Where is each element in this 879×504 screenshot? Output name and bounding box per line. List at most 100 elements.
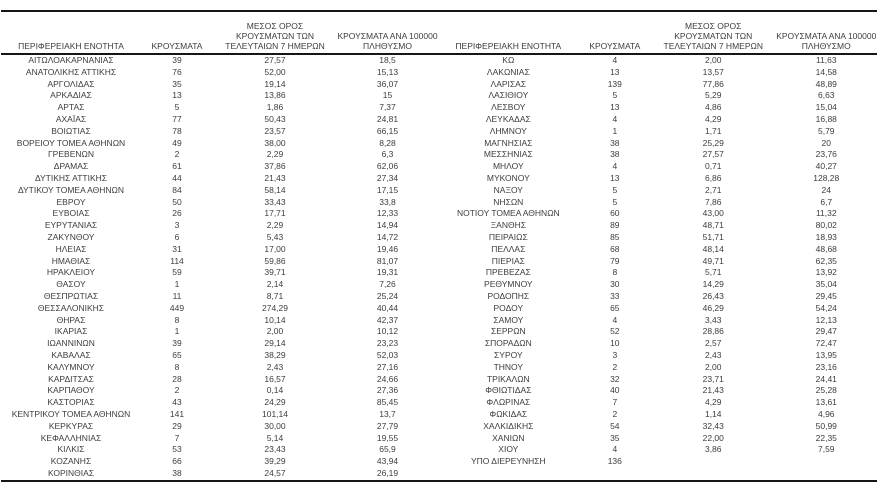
cases-cell: 60 bbox=[610, 208, 620, 219]
table-row: ΤΗΝΟΥ 2 2,00 23,16 bbox=[438, 362, 877, 374]
region-cell: ΔΥΤΙΚΗΣ ΑΤΤΙΚΗΣ bbox=[34, 172, 108, 183]
per100k-cell: 19,55 bbox=[376, 432, 399, 443]
region-cell: ΑΡΓΟΛΙΔΑΣ bbox=[47, 78, 95, 89]
table-row: ΣΥΡΟΥ 3 2,43 13,95 bbox=[438, 350, 877, 362]
avg7-cell: 28,86 bbox=[702, 326, 724, 337]
avg7-cell: 4,86 bbox=[704, 102, 722, 113]
avg7-cell: 3,43 bbox=[704, 314, 722, 325]
region-cell: ΙΚΑΡΙΑΣ bbox=[54, 326, 88, 337]
per100k-cell: 27,36 bbox=[376, 385, 399, 396]
table-row: ΚΩ 4 2,00 11,63 bbox=[438, 54, 877, 67]
per100k-cell: 43,94 bbox=[376, 456, 399, 467]
avg7-cell: 4,29 bbox=[704, 113, 722, 124]
cases-cell: 85 bbox=[610, 231, 620, 242]
region-cell: ΠΡΕΒΕΖΑΣ bbox=[485, 267, 531, 278]
region-cell: ΚΕΝΤΡΙΚΟΥ ΤΟΜΕΑ ΑΘΗΝΩΝ bbox=[11, 408, 131, 419]
table-row: ΚΟΖΑΝΗΣ 66 39,29 43,94 bbox=[1, 456, 438, 468]
table-row: ΛΕΣΒΟΥ 13 4,86 15,04 bbox=[438, 102, 877, 114]
table-row: ΠΕΙΡΑΙΩΣ 85 51,71 18,93 bbox=[438, 232, 877, 244]
per100k-cell: 26,19 bbox=[376, 467, 399, 478]
table-body-left: ΑΙΤΩΛΟΑΚΑΡΝΑΝΙΑΣ 39 27,57 18,5 ΑΝΑΤΟΛΙΚΗΣ ΑΤ… bbox=[1, 54, 438, 480]
cases-column-header: ΚΡΟΥΣΜΑΤΑ bbox=[141, 12, 213, 55]
table-row: ΔΥΤΙΚΟΥ ΤΟΜΕΑ ΑΘΗΝΩΝ 84 58,14 17,15 bbox=[1, 185, 438, 197]
avg7-cell: 17,71 bbox=[264, 208, 286, 219]
avg7-cell: 27,57 bbox=[702, 149, 724, 160]
region-cell: ΑΡΚΑΔΙΑΣ bbox=[50, 90, 92, 101]
region-cell: ΘΑΣΟΥ bbox=[56, 279, 86, 290]
table-row: ΧΙΟΥ 4 3,86 7,59 bbox=[438, 444, 877, 456]
per100k-cell: 14,58 bbox=[815, 66, 837, 77]
cases-cell: 38 bbox=[610, 149, 620, 160]
table-row: ΙΩΑΝΝΙΝΩΝ 39 29,14 23,23 bbox=[1, 338, 438, 350]
avg7-cell: 2,29 bbox=[266, 220, 284, 231]
per100k-cell: 27,34 bbox=[376, 172, 399, 183]
region-cell: ΚΑΒΑΛΑΣ bbox=[51, 349, 91, 360]
cases-cell: 5 bbox=[612, 184, 618, 195]
region-cell: ΖΑΚΥΝΘΟΥ bbox=[47, 231, 95, 242]
region-cell: ΝΗΣΩΝ bbox=[493, 196, 524, 207]
per100k-cell: 16,88 bbox=[815, 113, 837, 124]
cases-cell: 53 bbox=[172, 444, 182, 455]
per100k-cell: 85,45 bbox=[376, 397, 399, 408]
cases-cell: 2 bbox=[174, 385, 180, 396]
per100k-cell: 42,37 bbox=[376, 314, 399, 325]
region-cell: ΒΟΡΕΙΟΥ ΤΟΜΕΑ ΑΘΗΝΩΝ bbox=[16, 137, 126, 148]
avg7-cell: 26,43 bbox=[702, 290, 724, 301]
avg7-cell: 2,71 bbox=[704, 184, 722, 195]
cases-cell: 2 bbox=[612, 408, 618, 419]
per100k-cell: 50,99 bbox=[815, 420, 837, 431]
region-cell: ΜΑΓΝΗΣΙΑΣ bbox=[484, 137, 533, 148]
region-cell: ΝΟΤΙΟΥ ΤΟΜΕΑ ΑΘΗΝΩΝ bbox=[456, 208, 560, 219]
cases-cell: 78 bbox=[172, 125, 182, 136]
cases-cell: 13 bbox=[610, 102, 620, 113]
table-row: ΠΙΕΡΙΑΣ 79 49,71 62,35 bbox=[438, 256, 877, 268]
table-row: ΥΠΟ ΔΙΕΡΕΥΝΗΣΗ 136 bbox=[438, 456, 877, 468]
region-cell: ΜΕΣΣΗΝΙΑΣ bbox=[483, 149, 533, 160]
region-cell: ΧΑΝΙΩΝ bbox=[492, 432, 525, 443]
per100k-cell: 29,47 bbox=[815, 326, 837, 337]
table-row: ΚΑΛΥΜΝΟΥ 8 2,43 27,16 bbox=[1, 362, 438, 374]
avg7-cell: 2,14 bbox=[266, 279, 284, 290]
cases-cell: 77 bbox=[172, 113, 182, 124]
region-cell: ΛΕΥΚΑΔΑΣ bbox=[485, 113, 531, 124]
table-row: ΦΩΚΙΔΑΣ 2 1,14 4,96 bbox=[438, 409, 877, 421]
cases-cell: 61 bbox=[172, 161, 182, 172]
per100k-cell: 81,07 bbox=[376, 255, 399, 266]
per100k-cell: 7,59 bbox=[817, 444, 835, 455]
avg7-column-header: ΜΕΣΟΣ ΟΡΟΣ ΚΡΟΥΣΜΑΤΩΝ ΤΩΝ ΤΕΛΕΥΤΑΙΩΝ 7 Η… bbox=[650, 12, 776, 55]
avg7-cell bbox=[651, 456, 776, 468]
cases-cell: 2 bbox=[174, 149, 180, 160]
table-row: ΡΟΔΟΠΗΣ 33 26,43 29,45 bbox=[438, 291, 877, 303]
per100k-cell: 17,15 bbox=[376, 184, 399, 195]
avg7-cell: 1,71 bbox=[704, 125, 722, 136]
region-cell: ΠΕΙΡΑΙΩΣ bbox=[488, 231, 528, 242]
cases-cell: 79 bbox=[610, 255, 620, 266]
avg7-cell: 48,14 bbox=[702, 243, 724, 254]
per100k-cell: 5,79 bbox=[817, 125, 835, 136]
table-row: ΘΗΡΑΣ 8 10,14 42,37 bbox=[1, 315, 438, 327]
avg7-cell: 50,43 bbox=[264, 113, 286, 124]
cases-cell: 4 bbox=[612, 113, 618, 124]
cases-cell: 7 bbox=[612, 397, 618, 408]
table-row: ΣΠΟΡΑΔΩΝ 10 2,57 72,47 bbox=[438, 338, 877, 350]
cases-cell: 68 bbox=[610, 243, 620, 254]
per100k-cell: 15 bbox=[382, 90, 393, 101]
table-row: ΜΕΣΣΗΝΙΑΣ 38 27,57 23,76 bbox=[438, 149, 877, 161]
cases-cell: 65 bbox=[172, 349, 182, 360]
region-column-header: ΠΕΡΙΦΕΡΕΙΑΚΗ ΕΝΟΤΗΤΑ bbox=[1, 12, 141, 55]
per100k-cell: 7,37 bbox=[379, 102, 396, 113]
table-row: ΚΑΡΠΑΘΟΥ 2 0,14 27,36 bbox=[1, 385, 438, 397]
regional-cases-table-left: ΠΕΡΙΦΕΡΕΙΑΚΗ ΕΝΟΤΗΤΑ ΚΡΟΥΣΜΑΤΑ ΜΕΣΟΣ ΟΡΟ… bbox=[1, 12, 438, 480]
table-row: ΣΕΡΡΩΝ 52 28,86 29,47 bbox=[438, 326, 877, 338]
avg7-cell: 2,57 bbox=[704, 338, 722, 349]
table-row: ΒΟΙΩΤΙΑΣ 78 23,57 66,15 bbox=[1, 126, 438, 138]
avg7-cell: 2,43 bbox=[266, 361, 284, 372]
avg7-cell: 7,86 bbox=[704, 196, 722, 207]
region-cell: ΚΑΡΠΑΘΟΥ bbox=[47, 385, 95, 396]
region-cell: ΞΑΝΘΗΣ bbox=[490, 220, 526, 231]
region-cell: ΕΥΒΟΙΑΣ bbox=[52, 208, 90, 219]
avg7-cell: 274,29 bbox=[262, 302, 288, 313]
table-row: ΑΡΚΑΔΙΑΣ 13 13,86 15 bbox=[1, 90, 438, 102]
cases-cell: 32 bbox=[610, 373, 620, 384]
per100k-cell: 12,33 bbox=[376, 208, 399, 219]
